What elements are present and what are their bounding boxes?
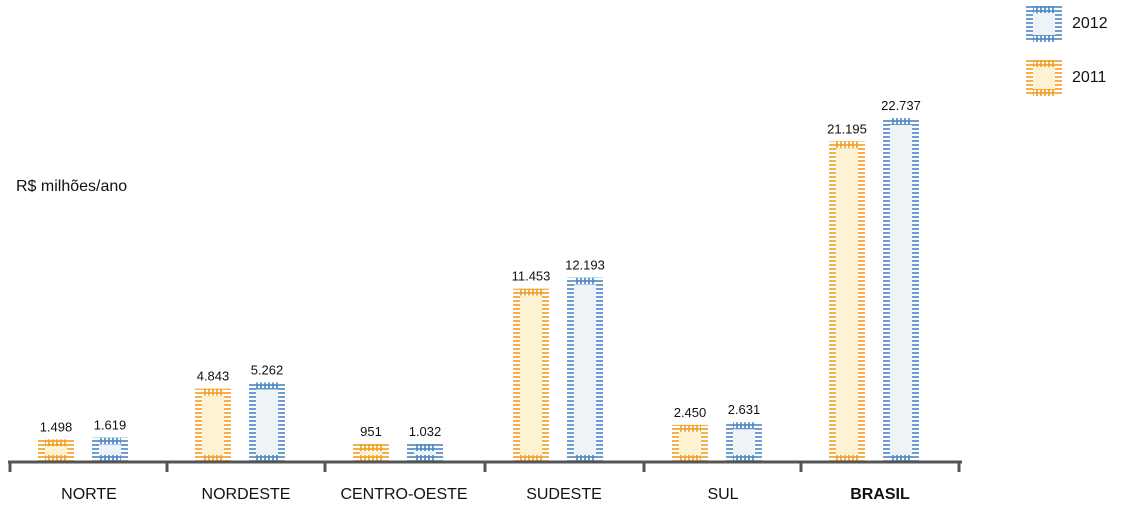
bar-norte-2012: [92, 437, 128, 462]
legend-swatch-2011: [1026, 60, 1062, 96]
legend: 2012 2011: [1024, 6, 1108, 114]
data-label-nordeste-2012: 5.262: [251, 362, 284, 377]
x-axis: NORTE NORDESTE CENTRO-OESTE SUDESTE SUL BRASI…: [8, 460, 962, 503]
bar-brasil-2011: [829, 141, 865, 463]
legend-label-2012: 2012: [1072, 15, 1108, 32]
x-tick-label-norte: NORTE: [61, 486, 117, 503]
data-label-nordeste-2011: 4.843: [197, 369, 230, 384]
data-label-norte-2011: 1.498: [40, 419, 73, 434]
legend-bar-2012: [1026, 6, 1062, 42]
data-label-sul-2011: 2.450: [674, 405, 707, 420]
bar-sul-2011: [672, 424, 708, 462]
bar-nordeste-2011: [195, 388, 231, 462]
bar-brasil-2012: [883, 118, 919, 462]
bars-group: 1.498 1.619 4.843 5.262 951 1.032 11.453 12.193…: [38, 98, 921, 463]
x-tick-label-sul: SUL: [707, 486, 738, 503]
y-axis-label: R$ milhões/ano: [16, 178, 128, 195]
legend-item-2011: 2011: [1024, 60, 1108, 96]
legend-item-2012: 2012: [1024, 6, 1108, 42]
x-tick-label-centro-oeste: CENTRO-OESTE: [340, 486, 467, 503]
data-label-centro-oeste-2012: 1.032: [409, 424, 442, 439]
x-tick-label-sudeste: SUDESTE: [526, 486, 602, 503]
data-label-brasil-2012: 22.737: [881, 98, 921, 113]
data-label-sudeste-2012: 12.193: [565, 258, 605, 273]
bar-sul-2012: [726, 422, 762, 462]
bar-centro-oeste-2012: [407, 444, 443, 462]
legend-bar-2011: [1026, 60, 1062, 96]
x-tick-label-brasil: BRASIL: [850, 486, 910, 503]
bar-sudeste-2012: [567, 277, 603, 462]
bar-centro-oeste-2011: [353, 444, 389, 462]
bar-nordeste-2012: [249, 382, 285, 462]
data-label-norte-2012: 1.619: [94, 418, 127, 433]
data-label-brasil-2011: 21.195: [827, 121, 867, 136]
data-label-centro-oeste-2011: 951: [360, 424, 382, 439]
x-tick-label-nordeste: NORDESTE: [202, 486, 291, 503]
legend-label-2011: 2011: [1072, 69, 1107, 86]
data-label-sul-2012: 2.631: [728, 402, 761, 417]
legend-swatch-2012: [1026, 6, 1062, 42]
data-label-sudeste-2011: 11.453: [512, 269, 551, 284]
bar-norte-2011: [38, 439, 74, 462]
bar-sudeste-2011: [513, 288, 549, 462]
